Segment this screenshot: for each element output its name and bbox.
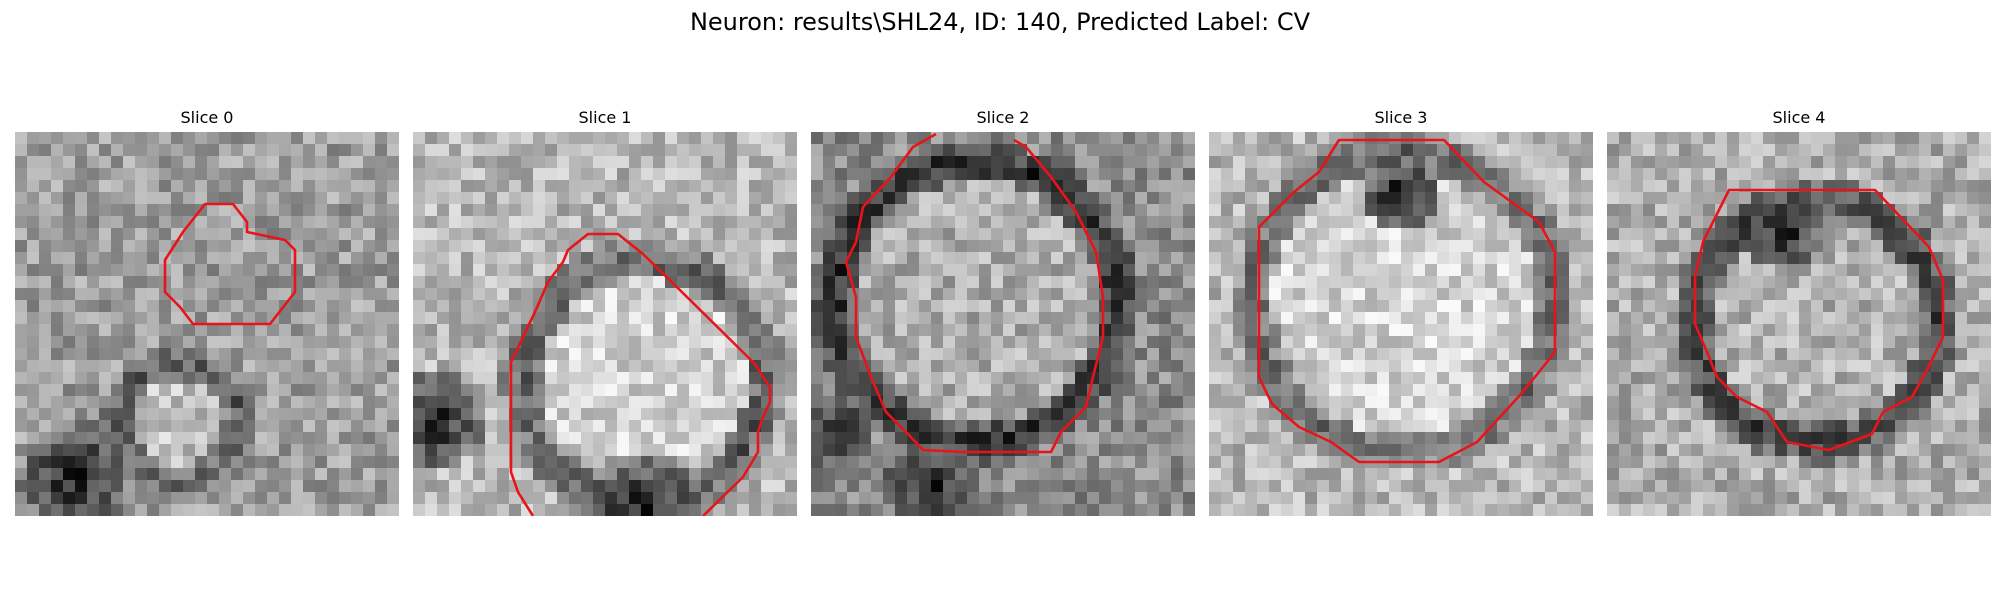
segmentation-contour bbox=[1257, 138, 1557, 464]
segmentation-contour bbox=[844, 132, 1105, 454]
figure-title: Neuron: results\SHL24, ID: 140, Predicte… bbox=[689, 8, 1311, 36]
grayscale-texture bbox=[1607, 132, 1991, 516]
slice-image bbox=[1209, 132, 1593, 516]
slice-panel-1: Slice 1 bbox=[413, 108, 797, 516]
slice-image bbox=[413, 132, 797, 516]
slice-panel-0: Slice 0 bbox=[15, 108, 399, 516]
slice-panel-4: Slice 4 bbox=[1607, 108, 1991, 516]
grayscale-texture bbox=[413, 132, 797, 516]
slice-image bbox=[1607, 132, 1991, 516]
grayscale-texture bbox=[1209, 132, 1593, 516]
slice-image bbox=[15, 132, 399, 516]
slice-title: Slice 2 bbox=[976, 108, 1030, 127]
segmentation-contour bbox=[163, 202, 297, 326]
slice-title: Slice 0 bbox=[180, 108, 234, 127]
segmentation-contour bbox=[1693, 188, 1945, 452]
segmentation-contour bbox=[509, 232, 772, 516]
slice-image bbox=[811, 132, 1195, 516]
slice-title: Slice 3 bbox=[1374, 108, 1428, 127]
slice-title: Slice 1 bbox=[578, 108, 632, 127]
grayscale-texture bbox=[15, 132, 399, 516]
slice-panel-2: Slice 2 bbox=[811, 108, 1195, 516]
grayscale-texture bbox=[811, 132, 1195, 516]
slice-title: Slice 4 bbox=[1772, 108, 1826, 127]
slice-panel-3: Slice 3 bbox=[1209, 108, 1593, 516]
